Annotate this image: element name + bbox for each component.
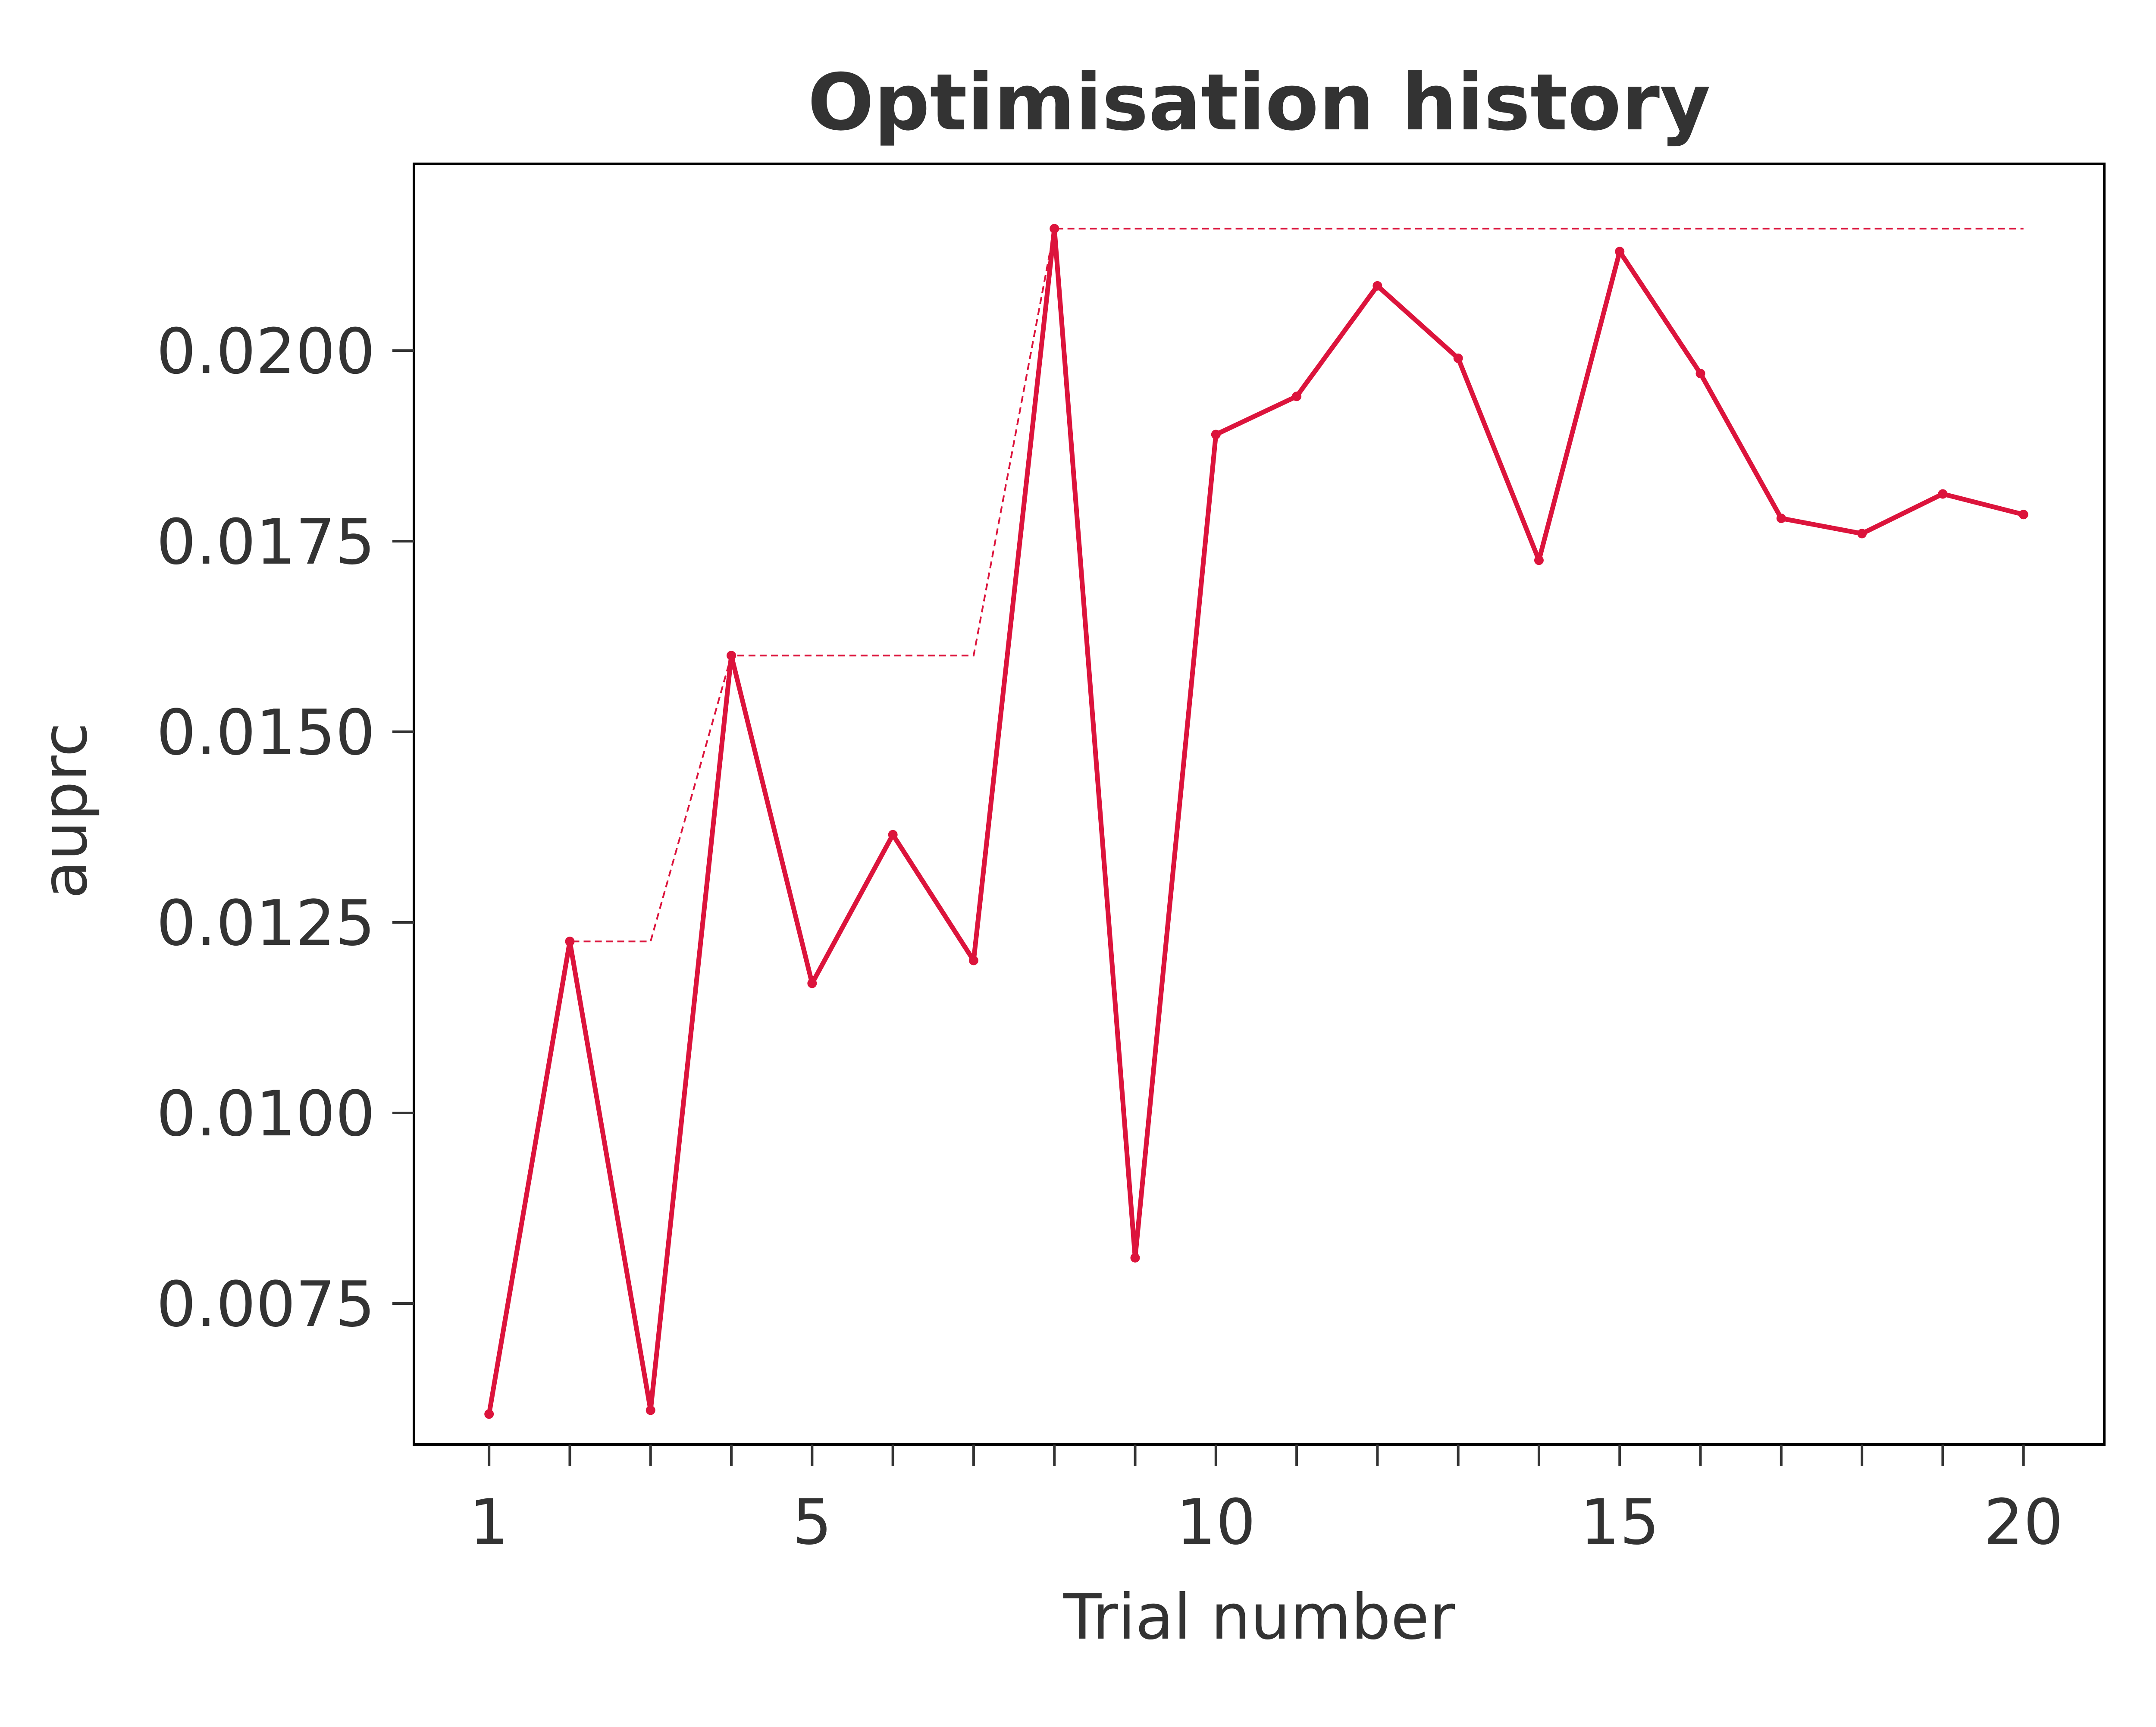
data-point [1776, 514, 1786, 523]
data-point [1695, 369, 1705, 379]
y-tick-label: 0.0075 [157, 1268, 375, 1341]
data-point [1938, 489, 1948, 499]
data-point [565, 937, 575, 947]
y-tick-label: 0.0175 [157, 506, 375, 579]
data-point [2018, 510, 2028, 520]
x-tick-label: 20 [1984, 1486, 2063, 1559]
data-point [727, 651, 736, 661]
data-point [1373, 281, 1382, 291]
data-point [1050, 224, 1059, 234]
x-tick-label: 5 [792, 1486, 832, 1559]
x-tick-label: 1 [469, 1486, 509, 1559]
data-point [1211, 429, 1221, 439]
data-point [888, 830, 898, 840]
data-point [807, 978, 817, 988]
data-point [1615, 247, 1625, 257]
data-point [1130, 1253, 1140, 1263]
objective-value-line [486, 226, 2024, 1415]
chart-title: Optimisation history [808, 57, 1711, 148]
x-tick-label: 10 [1176, 1486, 1256, 1559]
data-point [968, 956, 978, 965]
x-axis-ticks: 1 5 10 15 20 [469, 1445, 2063, 1559]
data-point [1292, 392, 1302, 401]
y-tick-label: 0.0200 [157, 315, 375, 388]
y-tick-label: 0.0100 [157, 1078, 375, 1150]
data-point [646, 1405, 655, 1415]
data-point [1453, 353, 1463, 363]
y-tick-label: 0.0125 [157, 887, 375, 960]
y-axis-ticks: 0.0075 0.0100 0.0125 0.0150 0.0175 0.0200 [157, 315, 414, 1341]
y-tick-label: 0.0150 [157, 696, 375, 769]
data-point [484, 1409, 494, 1419]
data-point [1534, 555, 1544, 565]
series-layer [484, 224, 2028, 1419]
y-axis-label: auprc [28, 723, 101, 899]
plot-frame [413, 163, 2106, 1446]
x-axis-label: Trial number [1063, 1581, 1455, 1654]
data-point [1857, 529, 1867, 539]
x-tick-label: 15 [1580, 1486, 1660, 1559]
best-value-line [488, 228, 2024, 1414]
